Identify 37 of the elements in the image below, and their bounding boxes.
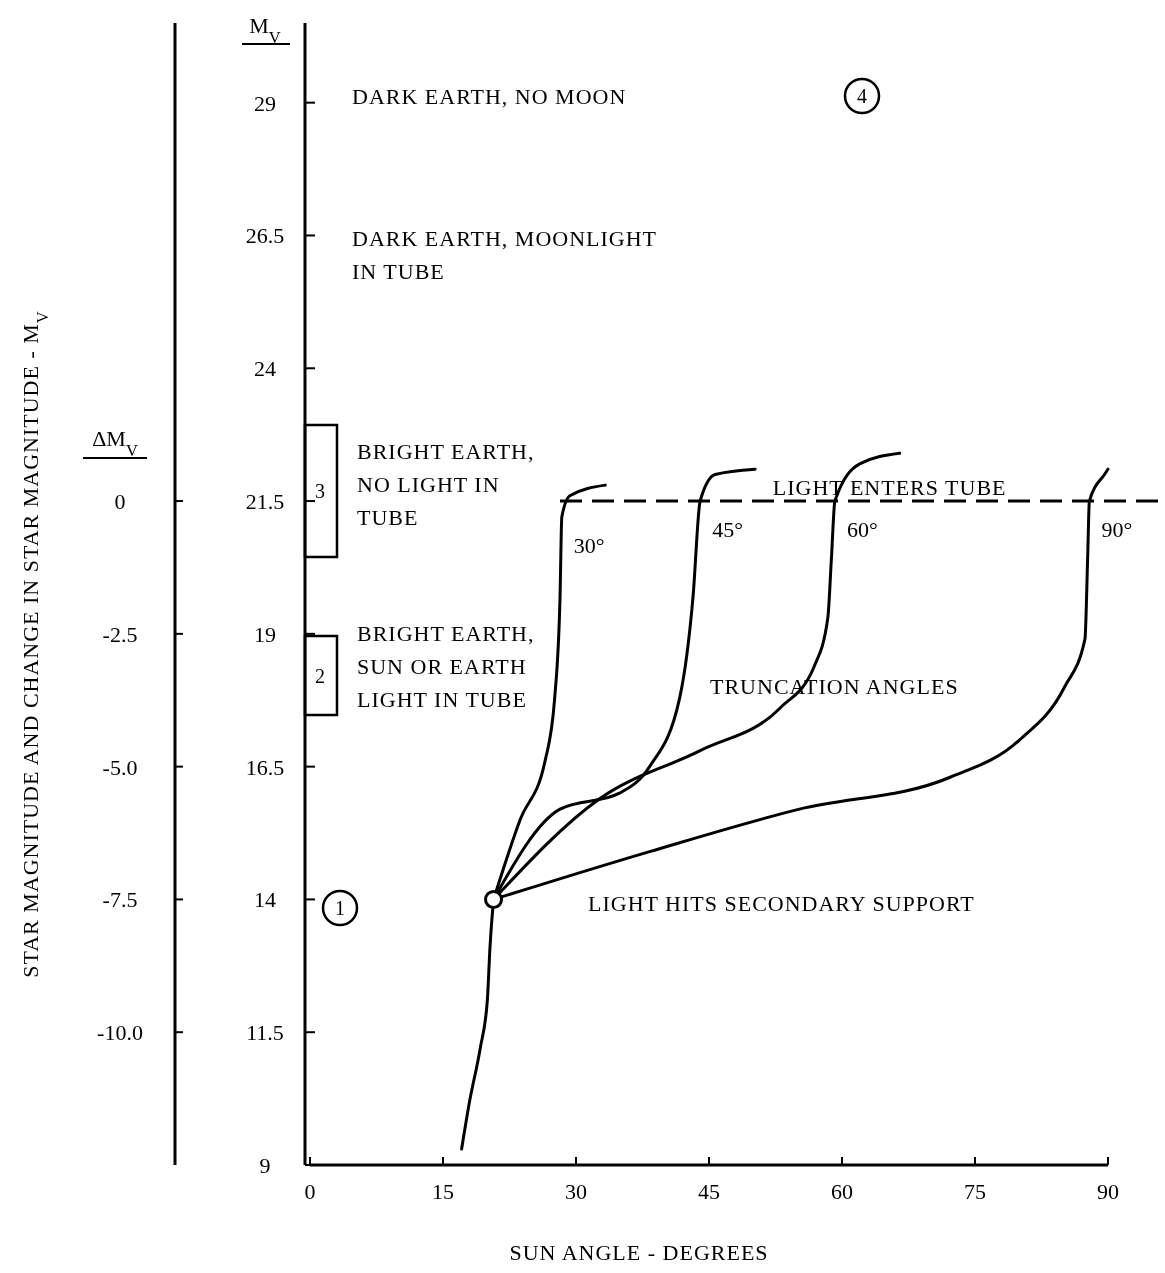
x-tick-label: 45 bbox=[698, 1179, 720, 1204]
y-tick-label: 9 bbox=[259, 1153, 271, 1178]
y-tick-label: 29 bbox=[254, 90, 276, 116]
y-tick-label: 19 bbox=[254, 621, 276, 647]
y-tick-label: 21.5 bbox=[245, 489, 285, 515]
annotation: 3 bbox=[315, 480, 325, 502]
y2-tick-label: -7.5 bbox=[102, 887, 138, 913]
annotation: DARK EARTH, NO MOON bbox=[352, 84, 627, 109]
annotation: LIGHT HITS SECONDARY SUPPORT bbox=[588, 891, 975, 916]
x-tick-label: 75 bbox=[964, 1179, 986, 1204]
y-tick-label: 11.5 bbox=[246, 1020, 284, 1046]
series-label: 30° bbox=[573, 532, 605, 558]
y2-tick-label: -5.0 bbox=[102, 754, 138, 780]
annotation: 2 bbox=[315, 664, 325, 687]
y2-tick-label: -10.0 bbox=[97, 1020, 143, 1046]
y-tick-label: 24 bbox=[254, 356, 276, 382]
x-tick-label: 90 bbox=[1097, 1179, 1119, 1204]
annotation: 4 bbox=[857, 85, 867, 107]
x-tick-label: 15 bbox=[432, 1179, 454, 1204]
annotation: DARK EARTH, MOONLIGHT IN TUBE bbox=[352, 226, 658, 284]
series-label: 45° bbox=[712, 517, 743, 543]
y-axis-title: M$_{V}$ bbox=[249, 13, 281, 47]
annotation: BRIGHT EARTH, SUN OR EARTH LIGHT IN TUBE bbox=[357, 621, 535, 712]
x-axis-title: SUN ANGLE - DEGREES bbox=[509, 1240, 769, 1265]
annotation: 1 bbox=[335, 897, 345, 919]
series-label: 90° bbox=[1101, 517, 1133, 543]
y2-axis-title: ΔM$_{V}$ bbox=[92, 426, 138, 460]
y-tick-label: 14 bbox=[254, 887, 276, 913]
x-tick-label: 60 bbox=[831, 1179, 853, 1204]
y-tick-label: 26.5 bbox=[245, 223, 285, 249]
x-tick-label: 0 bbox=[304, 1179, 316, 1204]
x-tick-label: 30 bbox=[565, 1179, 587, 1204]
series-label: 60° bbox=[846, 517, 878, 543]
y2-tick-label: -2.5 bbox=[102, 621, 138, 647]
y-tick-label: 16.5 bbox=[245, 754, 285, 780]
annotation: BRIGHT EARTH, NO LIGHT IN TUBE bbox=[357, 439, 535, 530]
y2-tick-label: 0 bbox=[114, 489, 126, 515]
